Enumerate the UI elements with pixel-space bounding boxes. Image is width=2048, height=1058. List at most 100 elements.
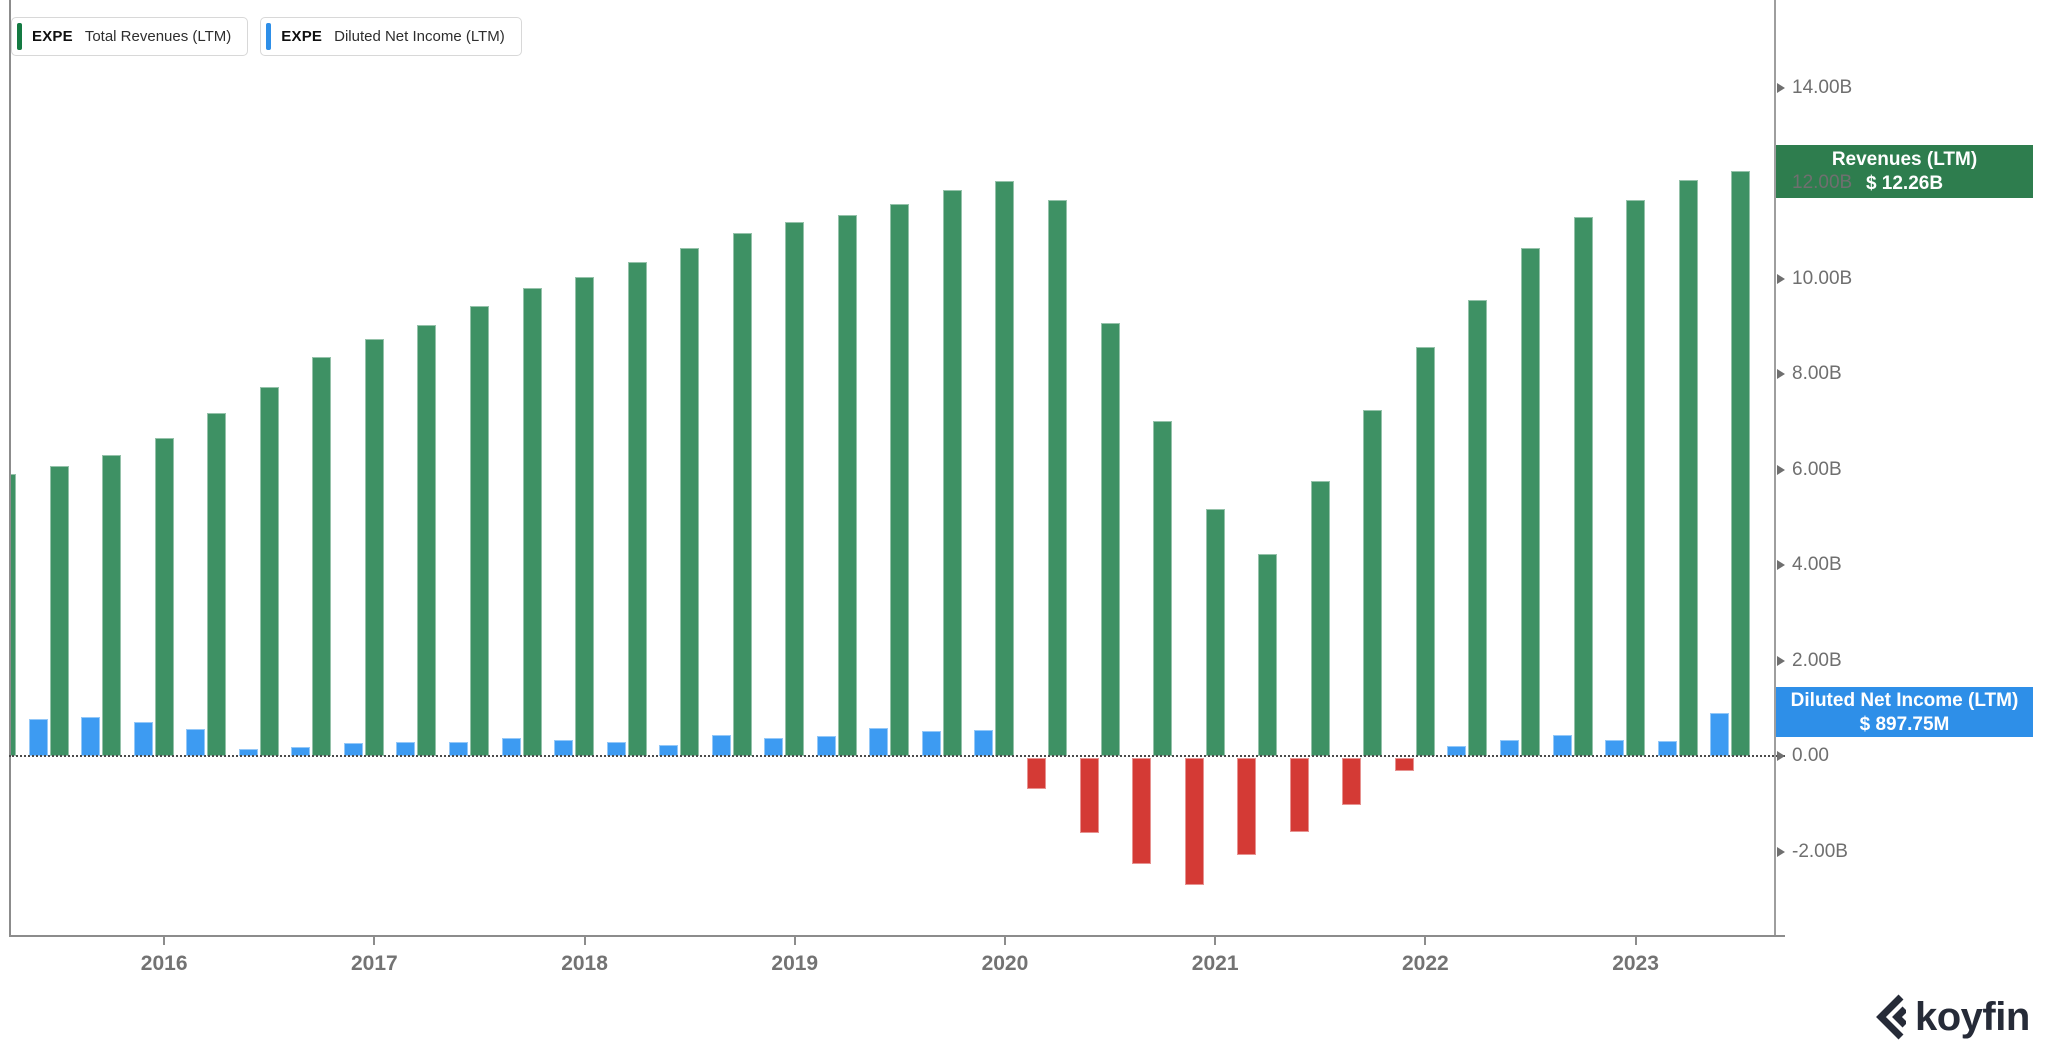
net-income-bar[interactable] [133,721,153,756]
revenue-bar[interactable] [680,247,700,756]
revenue-bar[interactable] [364,339,384,756]
revenue-bar[interactable] [1468,299,1488,756]
revenue-bar[interactable] [942,190,962,756]
revenue-bar[interactable] [1731,170,1751,756]
net-income-bar[interactable] [554,739,574,756]
revenues-badge: Revenues (LTM) $ 12.26B [1776,145,2033,198]
badge-value: $ 12.26B [1865,173,1944,194]
x-axis-tick [1003,935,1006,945]
revenue-bar[interactable] [1258,554,1278,756]
revenue-bar[interactable] [1205,509,1225,756]
revenue-bar[interactable] [1520,247,1540,756]
y-axis-label: -2.00B [1792,840,1848,862]
net-income-bar[interactable] [81,716,101,756]
y-axis-label: 6.00B [1792,458,1842,480]
y-axis-label: 8.00B [1792,363,1842,384]
y-axis-arrow-icon [1777,369,1785,379]
net-income-bar[interactable] [396,742,416,756]
zero-line [9,755,1785,757]
revenue-bar[interactable] [1678,180,1698,756]
net-income-bar[interactable] [501,737,521,756]
x-axis-tick [1214,935,1217,945]
x-axis-tick [793,935,796,945]
net-income-bar[interactable] [816,735,836,756]
x-axis-tick [583,935,586,945]
revenue-bar[interactable] [1310,480,1330,756]
revenue-bar[interactable] [732,233,752,756]
revenue-bar[interactable] [522,288,542,756]
revenue-bar[interactable] [1363,409,1383,756]
revenue-bar[interactable] [890,204,910,756]
net-income-bar[interactable] [1710,713,1730,756]
net-income-bar[interactable] [1552,735,1572,756]
net-income-bar[interactable] [606,742,626,756]
x-axis-year-label: 2017 [350,952,398,975]
net-income-bar[interactable] [1605,740,1625,756]
revenue-bar[interactable] [785,222,805,756]
koyfin-logomark-icon [1876,994,1906,1040]
x-axis-tick [373,935,376,945]
revenue-bar[interactable] [207,413,227,756]
plot-area [9,0,1775,935]
revenue-bar[interactable] [1415,347,1435,756]
x-axis-year-label: 2022 [1401,952,1449,975]
legend-label: Total Revenues (LTM) [84,28,232,45]
net-income-bar[interactable] [1289,758,1309,832]
y-axis-arrow-icon [1777,82,1785,93]
x-axis-year-label: 2016 [140,952,188,975]
x-axis-tick [163,935,166,945]
net-income-bar[interactable] [1132,758,1152,864]
legend-item-total-revenues[interactable]: EXPE Total Revenues (LTM) [11,17,249,56]
y-axis-arrow-icon [1777,751,1785,761]
revenue-bar[interactable] [49,466,69,756]
net-income-bar[interactable] [974,730,994,756]
right-axis-spine [1774,0,1776,936]
koyfin-logo: koyfin [1872,992,2030,1042]
revenue-bar[interactable] [417,325,437,756]
net-income-bar[interactable] [1184,758,1204,885]
x-axis-year-label: 2023 [1612,952,1659,975]
net-income-bar[interactable] [1237,758,1257,855]
revenue-bar[interactable] [575,277,595,756]
net-income-bar[interactable] [764,738,784,756]
net-income-bar[interactable] [186,729,206,756]
revenue-bar[interactable] [995,180,1015,756]
income-series-accent-icon [266,23,272,50]
y-axis-label: 14.00B [1792,76,1853,98]
revenue-bar[interactable] [259,387,279,756]
y-axis-arrow-icon [1777,560,1785,570]
revenue-bar[interactable] [1153,420,1173,756]
koyfin-wordmark: koyfin [1915,995,2030,1039]
revenue-bar[interactable] [1100,322,1120,756]
revenue-bar[interactable] [154,438,174,756]
net-income-bar[interactable] [448,741,468,756]
net-income-bar[interactable] [1342,758,1362,805]
revenue-bar[interactable] [1626,200,1646,756]
left-axis-spine [9,0,11,936]
revenue-bar[interactable] [837,214,857,756]
legend-item-diluted-net-income[interactable]: EXPE Diluted Net Income (LTM) [260,17,522,56]
legend: EXPE Total Revenues (LTM) EXPE Diluted N… [11,17,522,56]
net-income-bar[interactable] [1394,758,1414,772]
revenue-bar[interactable] [469,306,489,756]
y-axis-arrow-icon [1777,273,1785,284]
net-income-bar[interactable] [711,735,731,756]
net-income-bar[interactable] [921,731,941,756]
net-income-bar[interactable] [1027,758,1046,790]
revenue-bar[interactable] [102,455,122,756]
net-income-bar[interactable] [1499,740,1519,756]
net-income-bar[interactable] [1079,758,1099,833]
revenue-bar[interactable] [312,357,332,756]
y-axis-label: 4.00B [1792,554,1842,575]
net-income-bar[interactable] [28,719,48,756]
revenue-bar[interactable] [627,261,647,756]
badge-title: Revenues (LTM) [1831,149,1978,170]
bottom-axis-spine [9,935,1785,937]
net-income-bar[interactable] [1657,741,1677,756]
revenue-bar[interactable] [1573,216,1593,756]
revenue-bar[interactable] [1048,199,1067,756]
y-axis-label: 2.00B [1792,649,1842,671]
net-income-bar[interactable] [869,727,889,756]
x-axis-tick [1634,935,1637,945]
